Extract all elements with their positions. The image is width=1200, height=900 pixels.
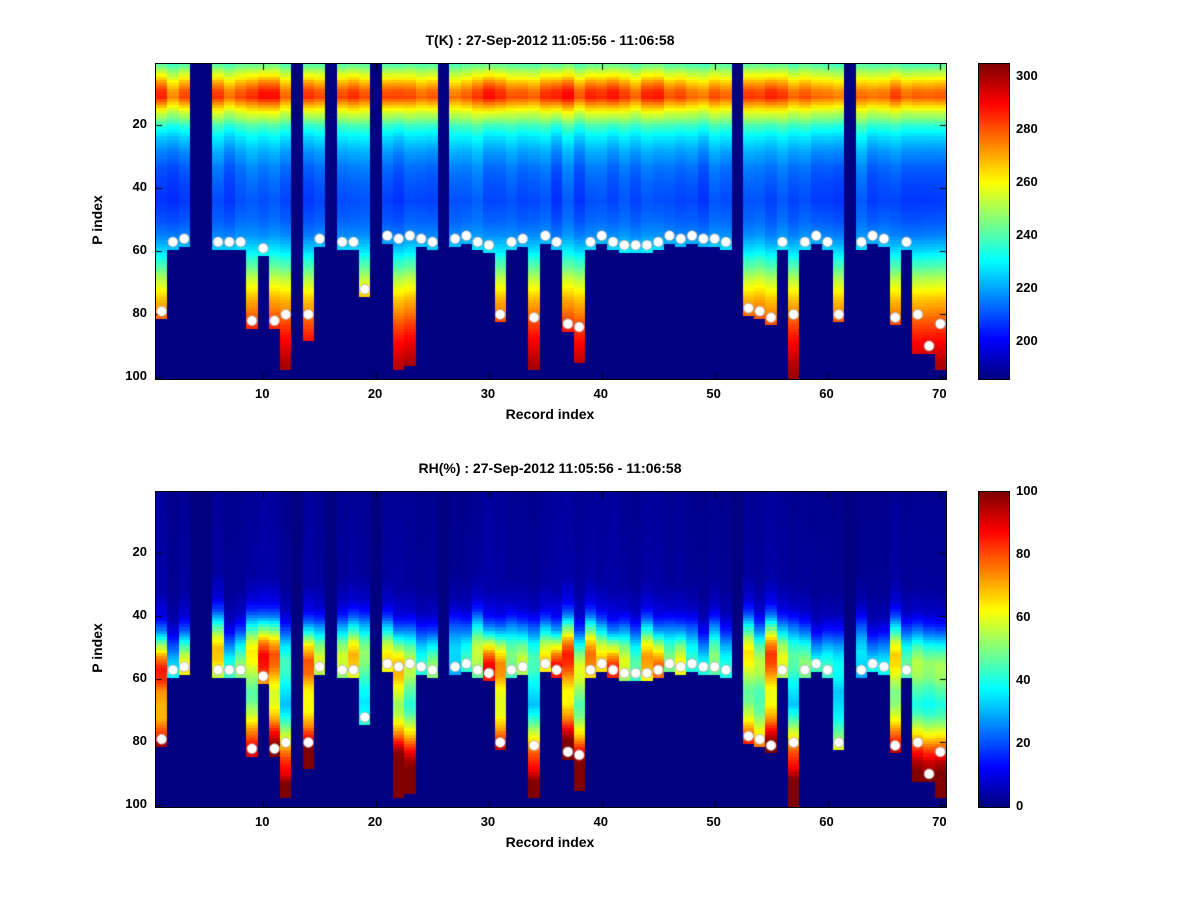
x-tick-label: 70	[932, 386, 947, 401]
y-tick-label: 80	[132, 305, 147, 321]
humidity-colorbar	[978, 491, 1010, 808]
y-tick-label: 20	[132, 544, 147, 560]
y-tick-label: 100	[125, 796, 147, 812]
y-tick-label: 40	[132, 607, 147, 623]
x-tick-label: 40	[593, 814, 609, 829]
temperature-xaxis-label: Record index	[505, 406, 595, 422]
y-tick-label: 60	[132, 242, 147, 258]
colorbar-tick-label: 260	[1016, 174, 1038, 190]
colorbar-tick-label: 300	[1016, 68, 1038, 84]
colorbar-tick-label: 220	[1016, 280, 1038, 295]
x-tick-label: 20	[367, 814, 383, 829]
temperature-plot-title: T(K) : 27-Sep-2012 11:05:56 - 11:06:58	[425, 32, 675, 48]
colorbar-tick-label: 240	[1016, 227, 1038, 243]
x-tick-label: 60	[819, 386, 834, 401]
x-tick-label: 10	[254, 386, 270, 401]
humidity-xaxis-label: Record index	[505, 834, 595, 850]
x-tick-label: 30	[480, 814, 496, 829]
x-tick-label: 70	[932, 814, 947, 829]
colorbar-tick-label: 80	[1016, 546, 1031, 561]
colorbar-tick-label: 40	[1016, 672, 1031, 687]
colorbar-tick-label: 280	[1016, 121, 1038, 137]
humidity-yaxis-label: P index	[89, 623, 105, 673]
temperature-yaxis-label: P index	[89, 195, 105, 245]
y-tick-label: 80	[132, 733, 147, 749]
humidity-heatmap-canvas	[155, 491, 947, 808]
colorbar-tick-label: 100	[1016, 483, 1038, 498]
colorbar-tick-label: 0	[1016, 798, 1024, 813]
x-tick-label: 30	[480, 386, 496, 401]
x-tick-label: 10	[254, 814, 270, 829]
colorbar-tick-label: 20	[1016, 735, 1031, 750]
x-tick-label: 50	[706, 386, 721, 401]
temperature-colorbar	[978, 63, 1010, 380]
x-tick-label: 20	[367, 386, 383, 401]
y-tick-label: 40	[132, 179, 147, 195]
temperature-heatmap-canvas	[155, 63, 947, 380]
x-tick-label: 60	[819, 814, 834, 829]
y-tick-label: 20	[132, 116, 147, 132]
y-tick-label: 100	[125, 368, 147, 384]
x-tick-label: 40	[593, 386, 609, 401]
humidity-plot-title: RH(%) : 27-Sep-2012 11:05:56 - 11:06:58	[418, 460, 682, 476]
colorbar-tick-label: 60	[1016, 609, 1031, 624]
y-tick-label: 60	[132, 670, 147, 686]
x-tick-label: 50	[706, 814, 721, 829]
colorbar-tick-label: 200	[1016, 332, 1038, 348]
